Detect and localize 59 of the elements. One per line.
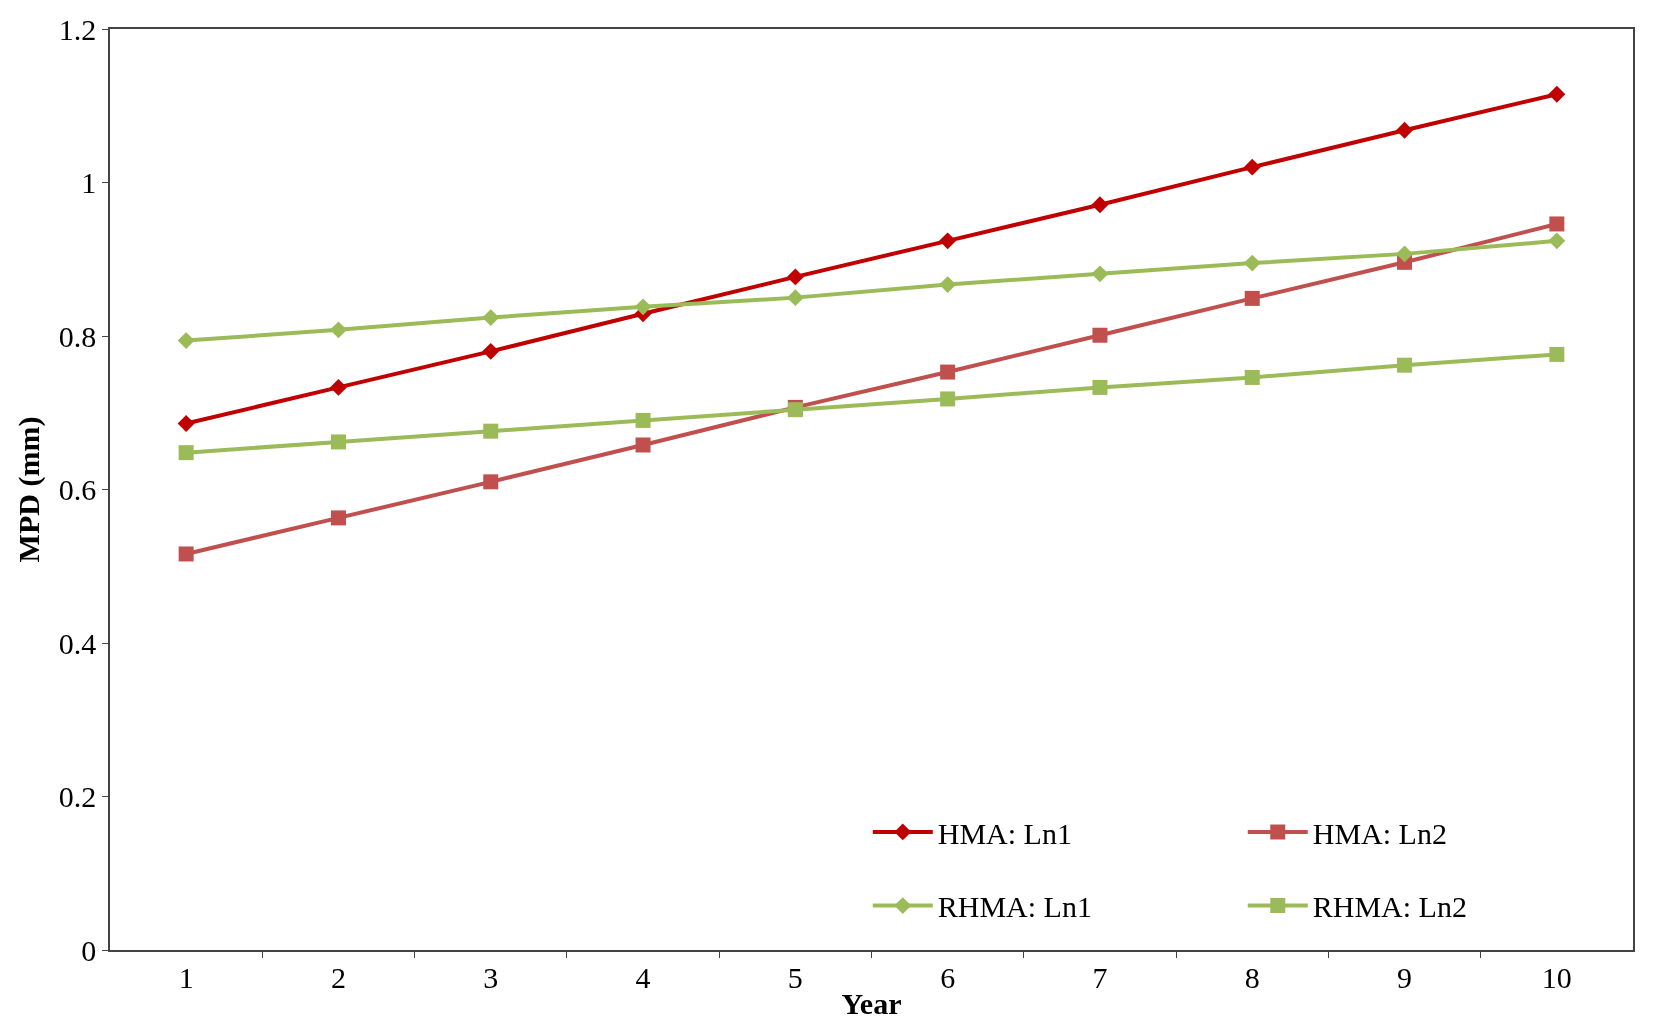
point: [1092, 379, 1108, 395]
point: [1548, 232, 1566, 250]
legend-label: HMA: Ln1: [937, 816, 1072, 850]
point: [940, 364, 956, 380]
point: [330, 510, 346, 526]
point: [1244, 290, 1260, 306]
point: [1548, 85, 1566, 103]
y-tick-label: 1: [81, 166, 97, 199]
point: [1092, 327, 1108, 343]
x-axis-title: Year: [841, 986, 902, 1020]
x-tick-label: 9: [1397, 960, 1413, 994]
x-tick-label: 5: [787, 960, 803, 994]
point: [177, 332, 195, 350]
x-tick-label: 6: [940, 960, 956, 994]
point: [940, 391, 956, 407]
point: [178, 445, 194, 461]
point: [483, 423, 499, 439]
point: [1243, 158, 1261, 176]
point: [483, 474, 499, 490]
x-tick-label: 7: [1092, 960, 1108, 994]
point: [1397, 357, 1413, 373]
legend-label: RHMA: Ln2: [1312, 890, 1467, 924]
point: [939, 232, 957, 250]
point: [1091, 196, 1109, 214]
legend-label: RHMA: Ln1: [937, 890, 1092, 924]
point: [482, 309, 500, 327]
point: [1396, 121, 1413, 139]
x-tick-label: 8: [1244, 960, 1260, 994]
y-tick-label: 0.8: [58, 319, 97, 353]
point: [786, 268, 804, 286]
y-tick-label: 0.2: [58, 780, 97, 813]
point: [177, 415, 195, 432]
y-tick-label: 1.2: [58, 12, 97, 46]
point: [330, 378, 347, 396]
point: [786, 289, 804, 307]
point: [1549, 346, 1565, 362]
point: [1396, 245, 1413, 263]
point: [482, 342, 500, 360]
y-tick-label: 0.6: [58, 473, 97, 506]
point: [939, 276, 957, 294]
point: [330, 321, 347, 339]
point: [1244, 369, 1260, 385]
x-tick-label: 4: [635, 960, 651, 994]
x-tick-label: 1: [178, 960, 194, 994]
x-tick-label: 10: [1541, 960, 1572, 994]
point: [178, 546, 194, 562]
point: [1091, 265, 1109, 283]
point: [635, 412, 651, 428]
point: [330, 434, 346, 450]
y-tick-label: 0: [81, 933, 97, 967]
point: [634, 298, 652, 316]
x-tick-label: 2: [330, 960, 346, 994]
x-tick-label: 3: [483, 960, 499, 994]
point: [1243, 254, 1261, 272]
point: [635, 437, 651, 453]
y-tick-label: 0.4: [58, 626, 97, 660]
y-axis-title: MPD (mm): [12, 416, 47, 563]
point: [1549, 216, 1565, 232]
legend-label: HMA: Ln2: [1312, 816, 1447, 850]
